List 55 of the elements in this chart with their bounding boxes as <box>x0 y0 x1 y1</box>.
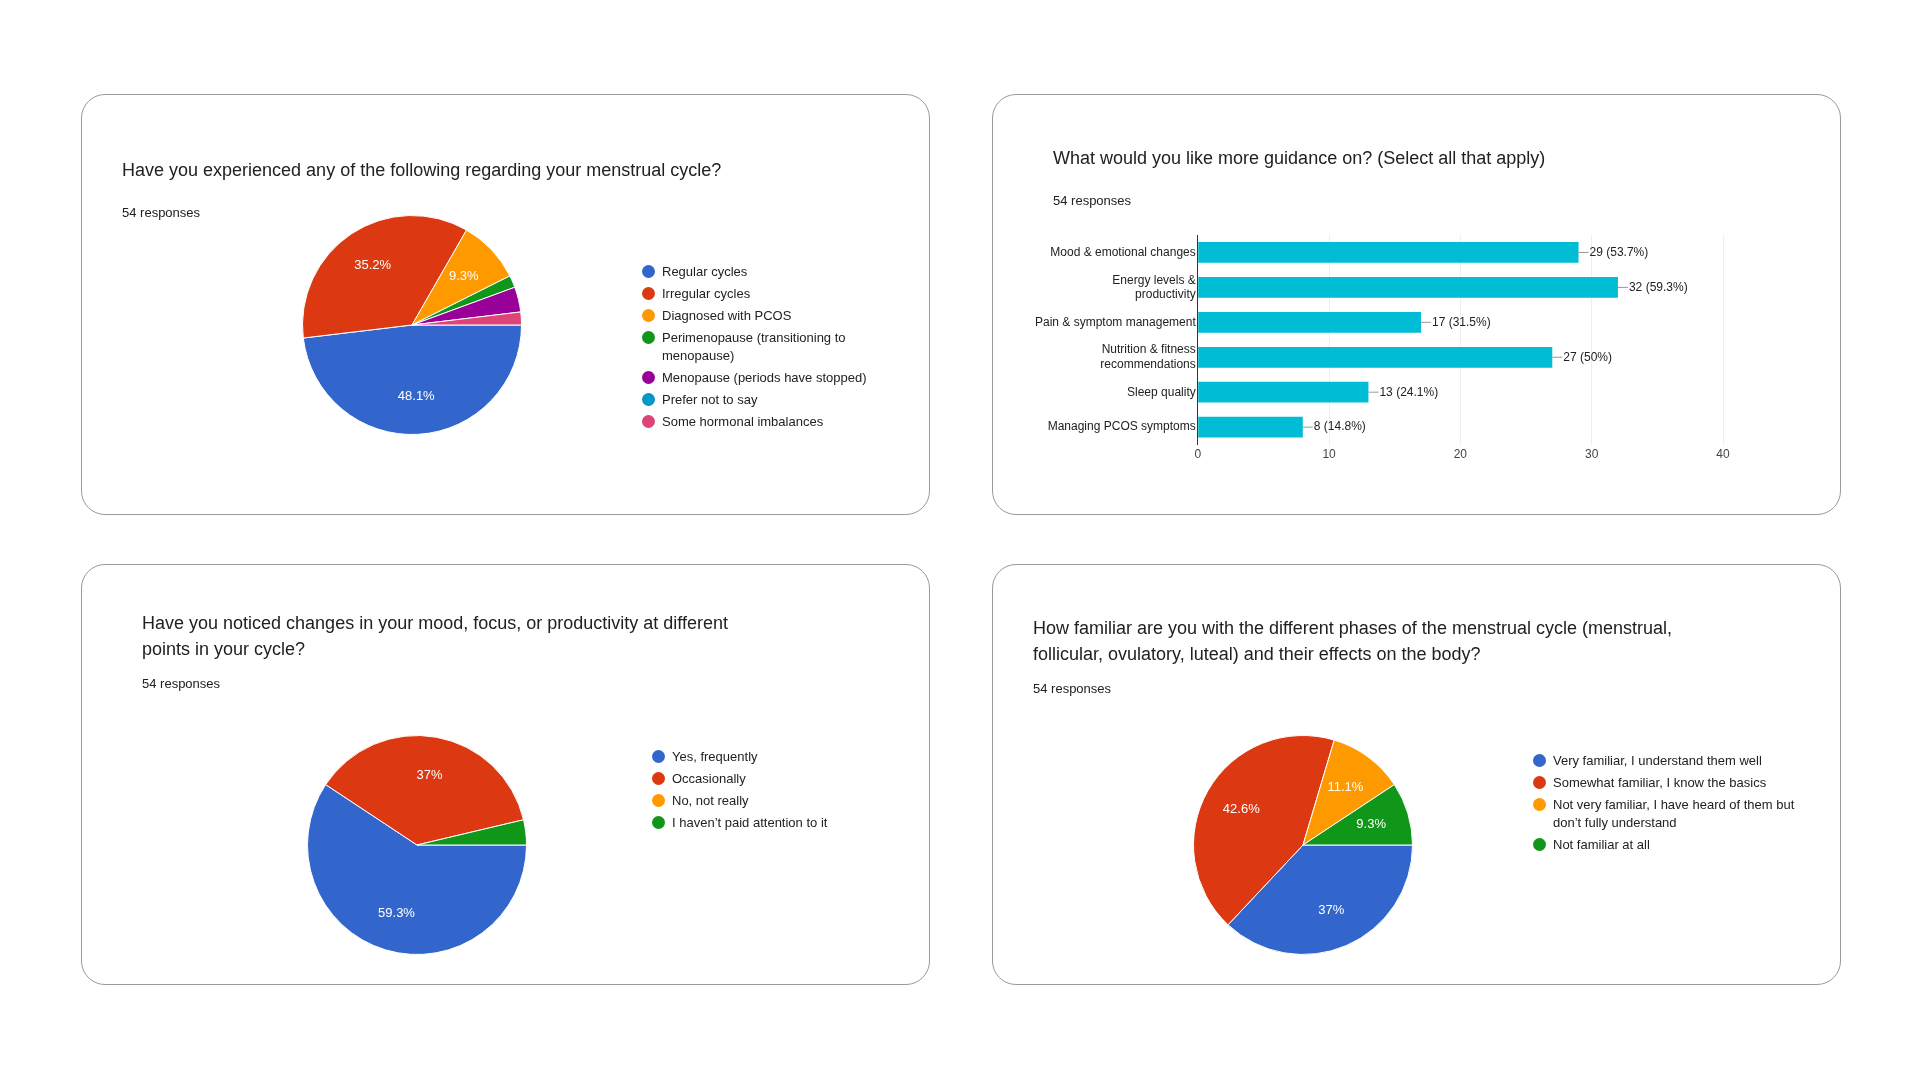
data-label: 32 (59.3%) <box>1628 279 1688 294</box>
bar <box>1198 416 1303 438</box>
legend-label: I haven’t paid attention to it <box>672 814 828 832</box>
data-label: 37% <box>416 766 443 782</box>
data-label: 37% <box>1318 901 1345 917</box>
text: 54 responses <box>1033 681 1112 696</box>
y-tick-label: Pain & symptom management <box>1034 314 1197 329</box>
legend-label: Menopause (periods have stopped) <box>662 369 867 387</box>
chart-title: How familiar are you with the different phases of the menstrual cycle (menstrual, follicular, ovulatory, luteal) and their effects on the body? <box>1033 617 1673 666</box>
chart-title: Have you noticed changes in your mood, focus, or productivity at different points in your cycle? <box>142 612 729 661</box>
legend-label: Prefer not to say <box>662 391 758 409</box>
data-label: 27 (50%) <box>1563 349 1612 364</box>
bar <box>1198 346 1553 368</box>
data-label: 35.2% <box>354 257 392 273</box>
legend-label: Regular cycles <box>662 263 748 281</box>
legend-label: No, not really <box>672 792 749 810</box>
data-label: 8 (14.8%) <box>1313 419 1366 434</box>
x-tick-label: 30 <box>1585 447 1599 462</box>
legend-label: Perimenopause (transitioning to menopause) <box>662 329 847 365</box>
legend-label: Not very familiar, I have heard of them but don’t fully understand <box>1553 796 1796 832</box>
legend-label: Diagnosed with PCOS <box>662 307 792 325</box>
y-tick-label: Energy levels & productivity <box>1112 272 1196 301</box>
bar <box>1198 381 1369 403</box>
legend-label: Some hormonal imbalances <box>662 413 824 431</box>
y-tick-label: Sleep quality <box>1127 384 1196 399</box>
x-tick-label: 10 <box>1322 447 1337 462</box>
chart-title: What would you like more guidance on? (Select all that apply) <box>1053 147 1547 170</box>
y-tick-label: Managing PCOS symptoms <box>1047 419 1196 434</box>
data-label: 9.3% <box>448 267 479 283</box>
data-label: 17 (31.5%) <box>1431 314 1491 329</box>
x-tick-label: 20 <box>1453 447 1468 462</box>
y-tick-label: Mood & emotional changes <box>1050 244 1196 259</box>
data-label: 29 (53.7%) <box>1589 244 1649 259</box>
legend-label: Yes, frequently <box>672 748 758 766</box>
chart-title: Have you experienced any of the following regarding your menstrual cycle? <box>122 159 723 182</box>
legend-label: Irregular cycles <box>662 285 751 303</box>
x-tick-label: 0 <box>1194 447 1202 462</box>
text: 54 responses <box>142 676 221 691</box>
legend-label: Occasionally <box>672 770 746 788</box>
text: 54 responses <box>1053 193 1132 208</box>
bar <box>1198 242 1579 263</box>
data-label: 9.3% <box>1356 816 1387 832</box>
legend-label: Somewhat familiar, I know the basics <box>1553 774 1767 792</box>
data-label: 59.3% <box>378 904 416 920</box>
bar <box>1198 277 1618 298</box>
data-label: 48.1% <box>397 387 436 403</box>
bar <box>1198 311 1421 333</box>
legend-label: Very familiar, I understand them well <box>1553 752 1762 770</box>
legend-label: Not familiar at all <box>1553 836 1650 854</box>
data-label: 42.6% <box>1222 801 1261 817</box>
data-label: 11.1% <box>1327 779 1364 795</box>
y-tick-label: Nutrition & fitness recommendations <box>1100 342 1196 371</box>
x-tick-label: 40 <box>1716 447 1730 462</box>
text: 54 responses <box>122 205 201 220</box>
data-label: 13 (24.1%) <box>1379 384 1439 399</box>
